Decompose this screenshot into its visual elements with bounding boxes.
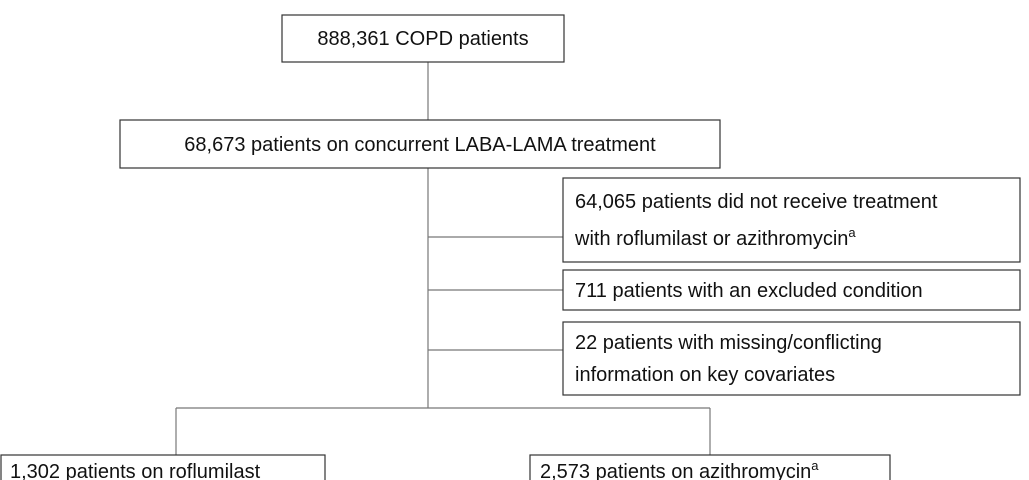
node-box — [562, 269, 1021, 311]
node-box — [529, 454, 891, 480]
node-label: with roflumilast or azithromycina — [574, 225, 856, 250]
node-label: 2,573 patients on azithromycin — [540, 461, 811, 480]
node-label: 2,573 patients on azithromycina — [540, 458, 819, 480]
node-label: with roflumilast or azithromycin — [574, 228, 848, 250]
footnote-mark: a — [811, 458, 819, 473]
node-label: 711 patients with an excluded condition — [575, 280, 923, 302]
node-label: information on key covariates — [575, 364, 835, 386]
node-label: 888,361 COPD patients — [317, 28, 528, 50]
node-box — [562, 321, 1021, 396]
node-box — [281, 14, 565, 63]
node-label: 22 patients with missing/conflicting — [575, 332, 882, 354]
node-label: 64,065 patients did not receive treatmen… — [575, 191, 938, 213]
node-box — [119, 119, 721, 169]
node-label: 1,302 patients on roflumilast — [10, 461, 261, 480]
node-box — [562, 177, 1021, 263]
footnote-mark: a — [848, 225, 856, 240]
node-label: 68,673 patients on concurrent LABA-LAMA … — [184, 134, 656, 156]
node-box — [0, 454, 326, 480]
